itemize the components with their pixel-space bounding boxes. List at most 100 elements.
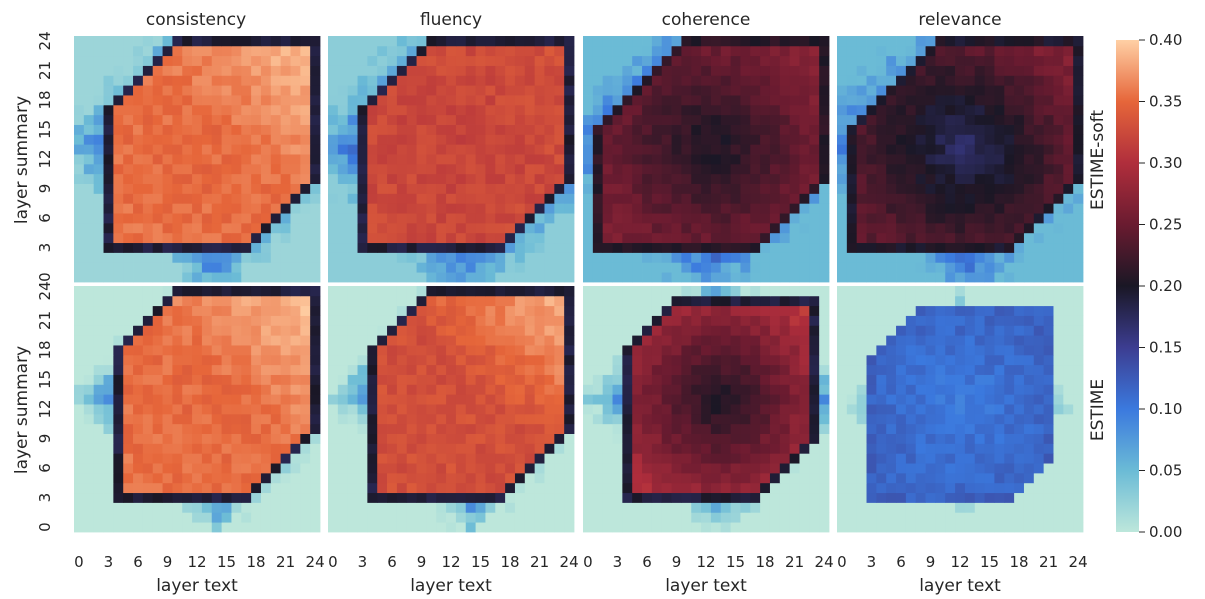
heatmap-cell [446, 482, 457, 494]
heatmap-cell [837, 443, 848, 454]
heatmap-cell [915, 124, 926, 135]
heatmap-cell [1004, 55, 1015, 66]
heatmap-cell [681, 272, 692, 283]
heatmap-cell [1033, 364, 1045, 375]
heatmap-cell [632, 345, 643, 356]
heatmap-cell [426, 65, 437, 76]
heatmap-cell [710, 252, 722, 263]
heatmap-cell [221, 384, 232, 395]
heatmap-cell [760, 482, 771, 494]
heatmap-cell [994, 144, 1005, 155]
heatmap-cell [113, 203, 124, 214]
heatmap-cell [612, 173, 623, 184]
heatmap-cell [554, 364, 565, 375]
heatmap-cell [505, 305, 516, 316]
heatmap-cell [974, 36, 985, 47]
heatmap-cell [241, 482, 252, 494]
heatmap-cell [328, 335, 339, 346]
heatmap-cell [172, 203, 183, 214]
heatmap-cell [554, 252, 565, 263]
heatmap-cell [642, 45, 653, 57]
heatmap-cell [799, 193, 810, 204]
heatmap-cell [396, 305, 408, 316]
heatmap-cell [720, 55, 731, 66]
heatmap-cell [544, 134, 555, 145]
heatmap-cell [905, 95, 917, 106]
heatmap-cell [192, 325, 203, 336]
heatmap-cell [505, 213, 516, 224]
heatmap-cell [750, 453, 761, 464]
heatmap-cell [984, 134, 995, 145]
heatmap-cell [270, 163, 282, 175]
heatmap-cell [221, 114, 232, 125]
heatmap-cell [211, 492, 222, 503]
heatmap-cell [789, 374, 800, 385]
heatmap-cell [809, 95, 820, 106]
heatmap-cell [750, 95, 761, 106]
heatmap-cell [799, 173, 810, 184]
heatmap-cell [1043, 423, 1054, 434]
heatmap-cell [691, 252, 702, 263]
heatmap-cell [1014, 315, 1025, 326]
heatmap-cell [231, 173, 242, 184]
heatmap-cell [701, 453, 712, 464]
heatmap-cell [935, 404, 946, 415]
heatmap-cell [446, 384, 457, 395]
heatmap-cell [211, 183, 222, 194]
heatmap-cell [544, 232, 555, 244]
heatmap-cell [201, 305, 213, 316]
heatmap-cell [406, 232, 417, 244]
heatmap-cell [935, 45, 946, 57]
heatmap-cell [876, 114, 887, 125]
heatmap-cell [93, 492, 104, 503]
heatmap-cell [994, 55, 1005, 66]
heatmap-cell [974, 522, 985, 533]
heatmap-cell [357, 222, 368, 234]
heatmap-cell [406, 354, 417, 366]
heatmap-cell [241, 75, 252, 86]
heatmap-cell [651, 423, 663, 434]
heatmap-cell [905, 374, 917, 385]
heatmap-cell [211, 354, 222, 366]
heatmap-cell [994, 413, 1005, 425]
heatmap-cell [1073, 492, 1084, 503]
heatmap-cell [241, 124, 252, 135]
heatmap-cell [837, 193, 848, 204]
heatmap-cell [799, 272, 810, 283]
heatmap-cell [251, 443, 262, 454]
heatmap-cell [1014, 384, 1025, 395]
heatmap-cell [779, 374, 791, 385]
heatmap-cell [1014, 512, 1025, 523]
heatmap-cell [642, 354, 653, 366]
heatmap-cell [280, 45, 291, 57]
heatmap-cell [367, 374, 378, 385]
heatmap-cell [896, 512, 907, 523]
heatmap-cell [367, 242, 378, 253]
heatmap-cell [1063, 144, 1074, 155]
heatmap-cell [856, 335, 867, 346]
heatmap-cell [377, 315, 388, 326]
heatmap-cell [564, 286, 575, 297]
heatmap-cell [866, 472, 877, 484]
heatmap-cell [337, 364, 349, 375]
heatmap-cell [406, 203, 417, 214]
heatmap-cell [300, 482, 311, 494]
heatmap-cell [994, 104, 1005, 116]
heatmap-cell [602, 413, 613, 425]
heatmap-cell [701, 354, 712, 366]
heatmap-cell [524, 262, 536, 273]
heatmap-cell [583, 203, 594, 214]
heatmap-cell [974, 272, 985, 283]
heatmap-cell [357, 75, 368, 86]
heatmap-cell [367, 262, 378, 273]
heatmap-cell [455, 286, 467, 297]
heatmap-cell [1023, 173, 1035, 184]
heatmap-cell [280, 463, 291, 474]
heatmap-cell [465, 95, 476, 106]
heatmap-cell [866, 384, 877, 395]
heatmap-cell [701, 305, 712, 316]
heatmap-cell [534, 55, 545, 66]
heatmap-cell [809, 472, 820, 484]
heatmap-cell [201, 222, 213, 234]
heatmap-cell [915, 65, 926, 76]
